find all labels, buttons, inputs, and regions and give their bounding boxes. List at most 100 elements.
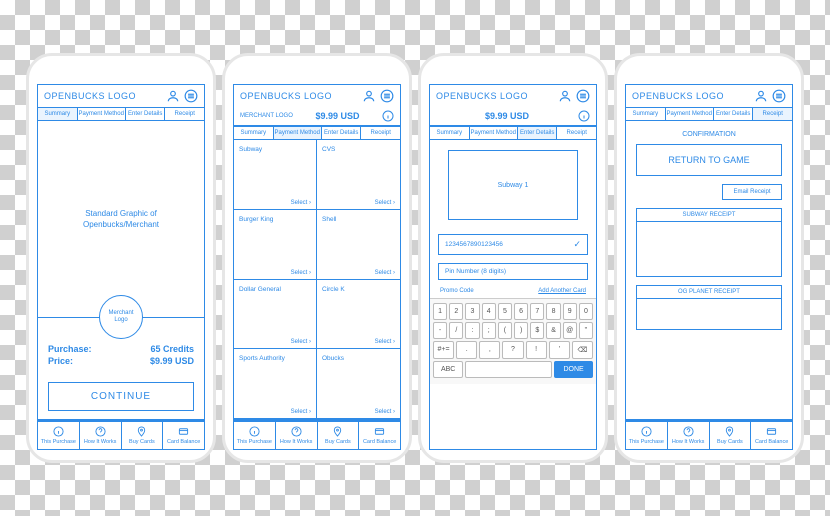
tab-payment[interactable]: Payment Method [470,127,518,139]
key[interactable] [465,361,552,378]
amount-row: MERCHANT LOGO $9.99 USD [233,107,401,126]
key[interactable]: ABC [433,361,463,378]
merchant-cell[interactable]: Burger KingSelect [234,210,317,280]
footer: This Purchase How It Works Buy Cards Car… [625,420,793,450]
tab-payment[interactable]: Payment Method [666,108,714,120]
key[interactable]: 1 [433,303,447,320]
tab-details[interactable]: Enter Details [322,127,362,139]
footer-how[interactable]: How It Works [668,422,710,449]
card-number-field[interactable]: 1234567890123456✓ [438,234,588,255]
user-icon[interactable] [166,89,180,103]
info-icon[interactable] [578,110,590,122]
promo-link[interactable]: Promo Code [440,288,474,294]
key[interactable]: $ [530,322,544,339]
key[interactable]: - [433,322,447,339]
key[interactable]: 2 [449,303,463,320]
footer-balance[interactable]: Card Balance [163,422,204,449]
keyboard: 1234567890 -/:;()$&@" #+=.,?!'⌫ ABC DONE [430,298,596,384]
key[interactable]: : [465,322,479,339]
tab-receipt[interactable]: Receipt [557,127,596,139]
merchant-cell[interactable]: Sports AuthoritySelect [234,349,317,419]
key[interactable]: ! [526,341,547,359]
key[interactable]: , [479,341,500,359]
key[interactable]: ) [514,322,528,339]
info-icon[interactable] [382,110,394,122]
footer-purchase[interactable]: This Purchase [234,422,276,449]
key[interactable]: 4 [482,303,496,320]
merchant-cell[interactable]: ObucksSelect [317,349,400,419]
footer-how[interactable]: How It Works [276,422,318,449]
menu-icon[interactable] [184,89,198,103]
merchant-cell[interactable]: SubwaySelect [234,140,317,210]
footer-buy[interactable]: Buy Cards [710,422,752,449]
tab-summary[interactable]: Summary [626,108,666,120]
key[interactable]: / [449,322,463,339]
tab-details[interactable]: Enter Details [714,108,754,120]
phone-summary: OPENBUCKS LOGO Summary Payment Method En… [26,53,216,463]
key[interactable]: ( [498,322,512,339]
phone-details: OPENBUCKS LOGO $9.99 USD Summary Payment… [418,53,608,463]
menu-icon[interactable] [576,89,590,103]
menu-icon[interactable] [772,89,786,103]
logo: OPENBUCKS LOGO [44,91,136,101]
key[interactable]: 3 [465,303,479,320]
user-icon[interactable] [362,89,376,103]
footer-buy[interactable]: Buy Cards [122,422,164,449]
key[interactable]: 0 [579,303,593,320]
merchant-cell[interactable]: ShellSelect [317,210,400,280]
key[interactable]: 8 [546,303,560,320]
subway-receipt: SUBWAY RECEIPT [636,208,782,277]
key[interactable]: ; [482,322,496,339]
continue-button[interactable]: CONTINUE [48,382,194,411]
tab-summary[interactable]: Summary [234,127,274,139]
amount-row: $9.99 USD [429,107,597,126]
tab-receipt[interactable]: Receipt [165,108,204,120]
merchant-cell[interactable]: Circle KSelect [317,280,400,350]
pin-field[interactable]: Pin Number (8 digits) [438,263,588,280]
merchant-cell[interactable]: CVSSelect [317,140,400,210]
key[interactable]: ' [549,341,570,359]
tab-summary[interactable]: Summary [38,108,78,120]
check-icon: ✓ [573,239,581,250]
tab-payment[interactable]: Payment Method [78,108,126,120]
email-receipt-button[interactable]: Email Receipt [722,184,782,200]
footer-balance[interactable]: Card Balance [359,422,400,449]
key[interactable]: 6 [514,303,528,320]
og-receipt: OG PLANET RECEIPT [636,285,782,330]
tab-payment[interactable]: Payment Method [274,127,322,139]
key[interactable]: ? [502,341,523,359]
tab-details[interactable]: Enter Details [126,108,166,120]
key[interactable]: 7 [530,303,544,320]
user-icon[interactable] [754,89,768,103]
price-value: $9.99 USD [150,356,194,366]
key[interactable]: . [456,341,477,359]
tab-receipt[interactable]: Receipt [753,108,792,120]
user-icon[interactable] [558,89,572,103]
key[interactable]: DONE [554,361,593,378]
return-button[interactable]: RETURN TO GAME [636,144,782,176]
menu-icon[interactable] [380,89,394,103]
tabs: Summary Payment Method Enter Details Rec… [233,126,401,140]
header: OPENBUCKS LOGO [625,84,793,107]
merchant-grid: SubwaySelectCVSSelectBurger KingSelectSh… [234,140,400,419]
add-card-link[interactable]: Add Another Card [538,288,586,294]
phone-payment: OPENBUCKS LOGO MERCHANT LOGO $9.99 USD S… [222,53,412,463]
key[interactable]: " [579,322,593,339]
footer-buy[interactable]: Buy Cards [318,422,360,449]
tab-receipt[interactable]: Receipt [361,127,400,139]
footer-purchase[interactable]: This Purchase [38,422,80,449]
merchant-cell[interactable]: Dollar GeneralSelect [234,280,317,350]
tab-details[interactable]: Enter Details [518,127,558,139]
tabs: Summary Payment Method Enter Details Rec… [37,107,205,121]
amount: $9.99 USD [315,111,359,121]
key[interactable]: 5 [498,303,512,320]
key[interactable]: 9 [563,303,577,320]
key[interactable]: #+= [433,341,454,359]
tab-summary[interactable]: Summary [430,127,470,139]
key[interactable]: @ [563,322,577,339]
key[interactable]: ⌫ [572,341,593,359]
key[interactable]: & [546,322,560,339]
footer-balance[interactable]: Card Balance [751,422,792,449]
footer-how[interactable]: How It Works [80,422,122,449]
footer-purchase[interactable]: This Purchase [626,422,668,449]
